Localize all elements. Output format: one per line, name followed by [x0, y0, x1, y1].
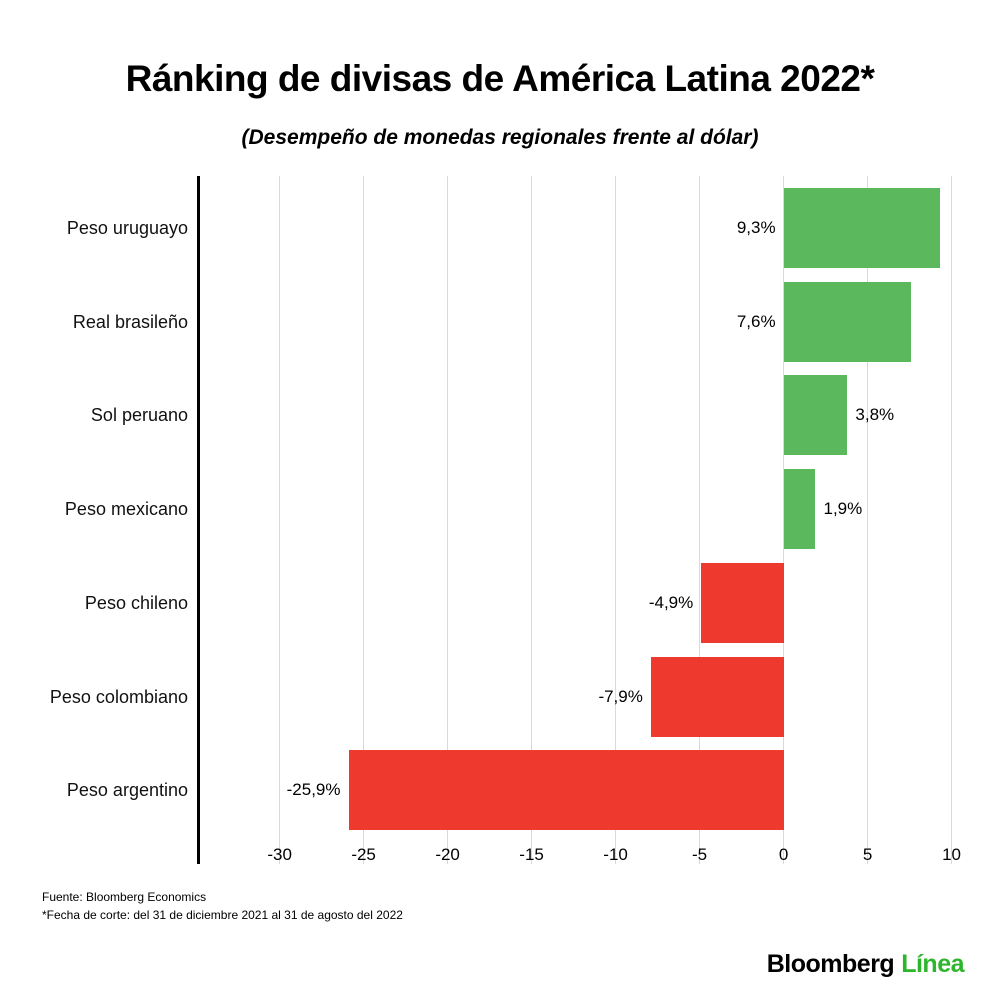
x-tick-label: -20 [435, 845, 460, 864]
x-tick-label: -30 [267, 845, 292, 864]
category-label-peso-uruguayo: Peso uruguayo [66, 218, 188, 238]
y-axis-line [197, 176, 200, 864]
logo-bloomberg: Bloomberg [766, 950, 895, 978]
grid-line [363, 176, 365, 864]
value-label-peso-chileno: -4,9% [648, 592, 694, 612]
bar-sol-peruano [783, 375, 848, 456]
x-tick-label: 5 [862, 845, 873, 864]
grid-line [531, 176, 533, 864]
x-tick-label: -25 [351, 845, 376, 864]
x-tick-label: -15 [519, 845, 544, 864]
x-tick-label: -10 [603, 845, 628, 864]
x-tick-label: -5 [692, 845, 708, 864]
grid-line [279, 176, 281, 864]
chart-title: Ránking de divisas de América Latina 202… [125, 58, 875, 99]
category-label-real-brasileno: Real brasileño [72, 311, 188, 332]
bar-peso-mexicano [783, 469, 816, 550]
grid-line [867, 176, 869, 864]
x-tick-label: 10 [942, 845, 961, 864]
value-label-sol-peruano: 3,8% [855, 405, 895, 425]
x-tick-label: 0 [778, 845, 789, 864]
value-label-peso-argentino: -25,9% [286, 780, 341, 800]
value-label-peso-uruguayo: 9,3% [736, 218, 776, 237]
footnote: *Fecha de corte: del 31 de diciembre 202… [42, 908, 403, 922]
bar-peso-colombiano [650, 656, 784, 737]
value-label-real-brasileno: 7,6% [736, 311, 776, 331]
category-label-peso-colombiano: Peso colombiano [49, 686, 188, 707]
bar-peso-uruguayo [783, 188, 940, 268]
grid-line [615, 176, 617, 864]
category-label-peso-argentino: Peso argentino [66, 780, 188, 801]
value-label-peso-mexicano: 1,9% [823, 499, 863, 519]
bloomberg-linea-logo: Bloomberg Línea [766, 950, 965, 979]
value-label-peso-colombiano: -7,9% [598, 686, 643, 706]
category-label-sol-peruano: Sol peruano [90, 405, 188, 426]
category-label-peso-chileno: Peso chileno [84, 592, 188, 613]
logo-linea: Línea [901, 950, 964, 978]
source-note: Fuente: Bloomberg Economics [42, 890, 207, 904]
chart-footer: Fuente: Bloomberg Economics *Fecha de co… [42, 888, 403, 924]
bar-peso-chileno [701, 562, 784, 643]
grid-line [699, 176, 701, 864]
bar-real-brasileno [783, 281, 912, 362]
grid-line [447, 176, 449, 864]
grid-line [951, 176, 953, 864]
category-label-peso-mexicano: Peso mexicano [64, 499, 188, 520]
chart-subtitle: (Desempeño de monedas regionales frente … [241, 126, 759, 149]
bar-peso-argentino [348, 750, 784, 831]
